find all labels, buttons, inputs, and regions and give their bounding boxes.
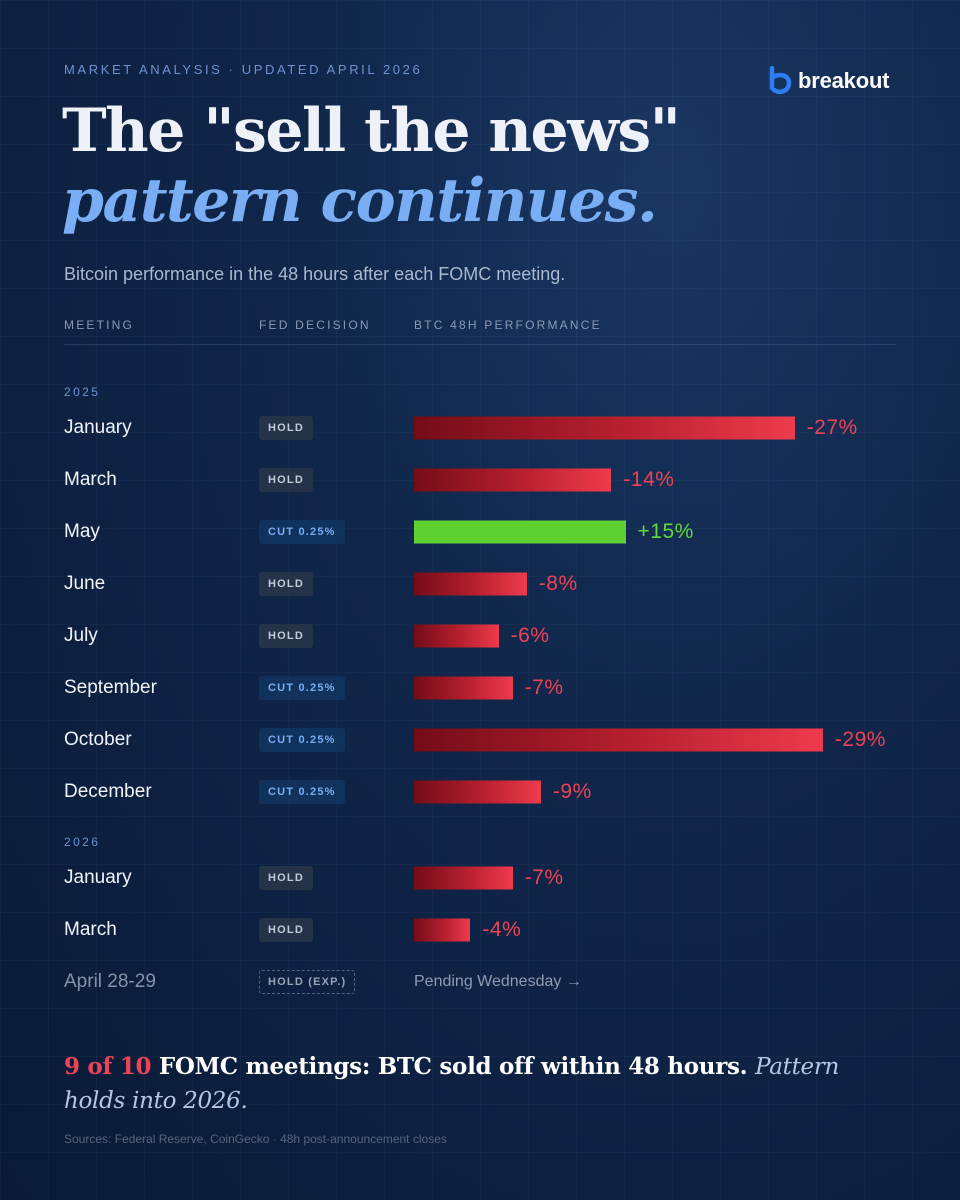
performance-value: -7%	[524, 866, 564, 889]
performance-value: -6%	[510, 624, 550, 647]
performance-value: -27%	[806, 416, 858, 439]
performance-value: -14%	[623, 468, 675, 491]
year-label: 2026	[64, 835, 101, 849]
pending-label: Pending Wednesday →	[414, 973, 582, 990]
performance-bar	[414, 468, 612, 492]
decision-badge: CUT 0.25%	[259, 780, 345, 804]
meeting-row: January HOLD -7%	[0, 852, 960, 904]
meeting-name: January	[64, 417, 132, 438]
performance-value: +15%	[637, 520, 694, 543]
performance-bar	[414, 676, 513, 700]
meeting-name: January	[64, 867, 132, 888]
meeting-name: June	[64, 573, 106, 594]
performance-bar	[414, 918, 471, 942]
decision-badge: HOLD	[259, 468, 313, 492]
meeting-name: April 28-29	[64, 971, 156, 992]
decision-badge: HOLD	[259, 416, 313, 440]
sources-note: Sources: Federal Reserve, CoinGecko · 48…	[64, 1132, 447, 1146]
performance-bar	[414, 728, 823, 752]
performance-bar	[414, 572, 527, 596]
performance-value: -7%	[524, 676, 564, 699]
performance-bar	[414, 866, 513, 890]
brand-name: breakout	[798, 68, 890, 93]
brand-logo[interactable]: breakout	[768, 66, 890, 96]
performance-value: -4%	[482, 918, 522, 941]
meeting-name: October	[64, 729, 132, 750]
b-mark-icon	[769, 66, 792, 94]
performance-bar	[414, 780, 541, 804]
takeaway-main: FOMC meetings: BTC sold off within 48 ho…	[151, 1053, 756, 1080]
takeaway-italic: Pattern holds into 2026.	[64, 1054, 840, 1114]
column-header-performance: BTC 48H PERFORMANCE	[414, 318, 602, 332]
performance-bar	[414, 520, 626, 544]
column-header-decision: FED DECISION	[259, 318, 371, 332]
decision-badge: CUT 0.25%	[259, 520, 345, 544]
meeting-row: May CUT 0.25% +15%	[0, 506, 960, 558]
meeting-name: July	[64, 625, 98, 646]
decision-badge: CUT 0.25%	[259, 676, 345, 700]
meeting-name: September	[64, 677, 157, 698]
decision-badge: HOLD	[259, 866, 313, 890]
takeaway-text: 9 of 10 FOMC meetings: BTC sold off with…	[64, 1050, 884, 1118]
performance-value: -8%	[538, 572, 578, 595]
performance-bar	[414, 624, 499, 648]
meeting-row: April 28-29 HOLD (EXP.) Pending Wednesday …	[0, 956, 960, 1008]
eyebrow-label: MARKET ANALYSIS · UPDATED APRIL 2026	[64, 62, 423, 77]
subtitle: Bitcoin performance in the 48 hours afte…	[64, 264, 566, 284]
decision-badge: HOLD	[259, 624, 313, 648]
header-divider	[64, 344, 896, 345]
decision-badge: HOLD	[259, 918, 313, 942]
meeting-row: March HOLD -4%	[0, 904, 960, 956]
performance-value: -29%	[834, 728, 886, 751]
meeting-row: March HOLD -14%	[0, 454, 960, 506]
meeting-row: December CUT 0.25% -9%	[0, 766, 960, 818]
title-line-2: pattern continues.	[62, 166, 658, 236]
meeting-row: October CUT 0.25% -29%	[0, 714, 960, 766]
page-title: The "sell the news" pattern continues.	[62, 96, 681, 236]
decision-badge: HOLD (EXP.)	[259, 970, 356, 994]
meeting-row: June HOLD -8%	[0, 558, 960, 610]
meeting-name: May	[64, 521, 100, 542]
decision-badge: HOLD	[259, 572, 313, 596]
meeting-name: December	[64, 781, 152, 802]
meeting-name: March	[64, 469, 117, 490]
meeting-row: July HOLD -6%	[0, 610, 960, 662]
year-label: 2025	[64, 385, 101, 399]
takeaway-highlight: 9 of 10	[64, 1053, 152, 1080]
column-header-meeting: MEETING	[64, 318, 135, 332]
performance-bar	[414, 416, 795, 440]
title-line-1: The "sell the news"	[62, 96, 681, 166]
meeting-name: March	[64, 919, 117, 940]
performance-value: -9%	[552, 780, 592, 803]
decision-badge: CUT 0.25%	[259, 728, 345, 752]
meeting-row: September CUT 0.25% -7%	[0, 662, 960, 714]
meeting-row: January HOLD -27%	[0, 402, 960, 454]
